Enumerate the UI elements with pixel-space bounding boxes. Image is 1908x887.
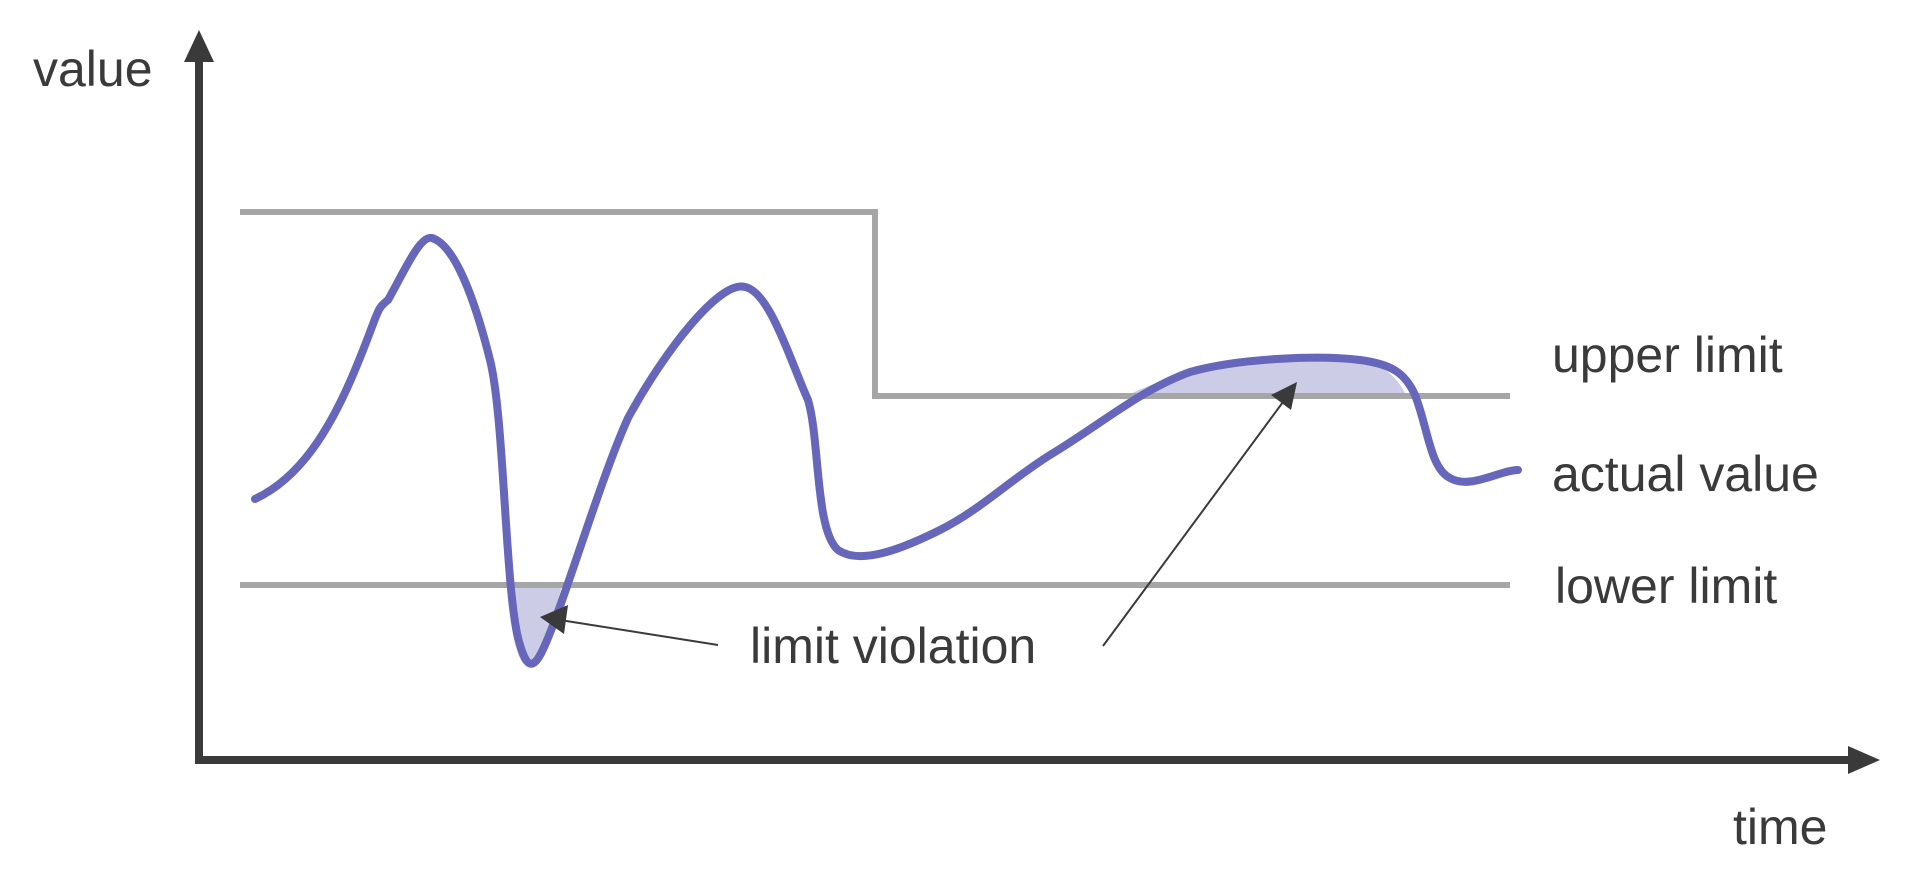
upper-violation-arrowhead (1271, 382, 1297, 410)
x-axis-arrowhead (1848, 746, 1880, 774)
lower-violation-arrowhead (540, 605, 568, 634)
lower-violation-pointer-line (559, 619, 719, 646)
x-axis-label: time (1733, 799, 1827, 855)
limit-violation-label: limit violation (750, 618, 1036, 674)
y-axis-label: value (33, 41, 153, 97)
upper-limit-line (240, 209, 1510, 399)
upper-limit-violation-area (1127, 359, 1406, 396)
actual-value-curve (251, 233, 1522, 668)
y-axis-arrowhead (184, 30, 214, 62)
lower-limit-label: lower limit (1555, 558, 1777, 614)
actual-value-label: actual value (1552, 446, 1819, 502)
upper-limit-label: upper limit (1552, 327, 1783, 383)
upper-violation-pointer-line (1102, 401, 1284, 647)
